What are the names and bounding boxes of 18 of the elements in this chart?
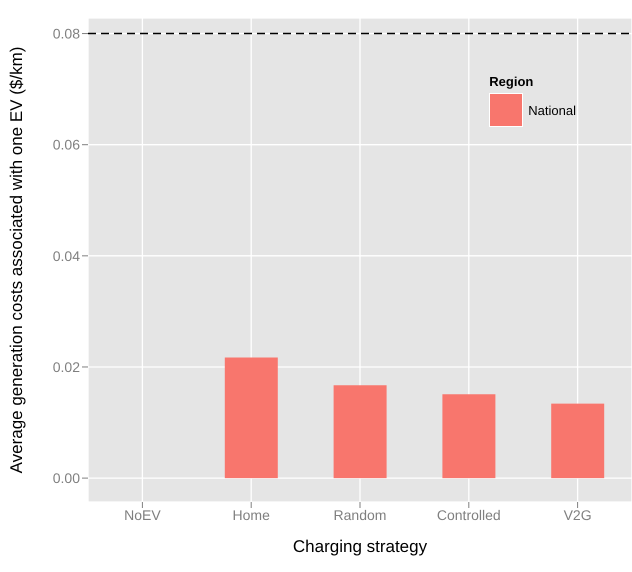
y-tick-label: 0.02 (52, 358, 80, 375)
y-tick-label: 0.08 (52, 26, 80, 42)
x-tick-label: Home (232, 506, 270, 523)
x-tick-label: Random (334, 506, 386, 523)
bar (334, 385, 387, 478)
bar (551, 404, 604, 478)
legend-title: Region (489, 74, 534, 89)
y-tick-label: 0.06 (52, 136, 80, 153)
x-tick-label: NoEV (124, 506, 162, 523)
text: National (528, 102, 576, 118)
bar (224, 358, 278, 478)
y-axis-title: Average generation costs associated with one EV ($/km) (7, 46, 26, 474)
y-tick-label: 0.04 (52, 248, 80, 264)
y-tick-label: 0.00 (52, 470, 80, 486)
x-tick-label: Controlled (436, 506, 501, 523)
x-tick-label: V2G (564, 506, 592, 523)
x-axis-title: Charging strategy (292, 537, 428, 556)
bar (442, 394, 496, 478)
